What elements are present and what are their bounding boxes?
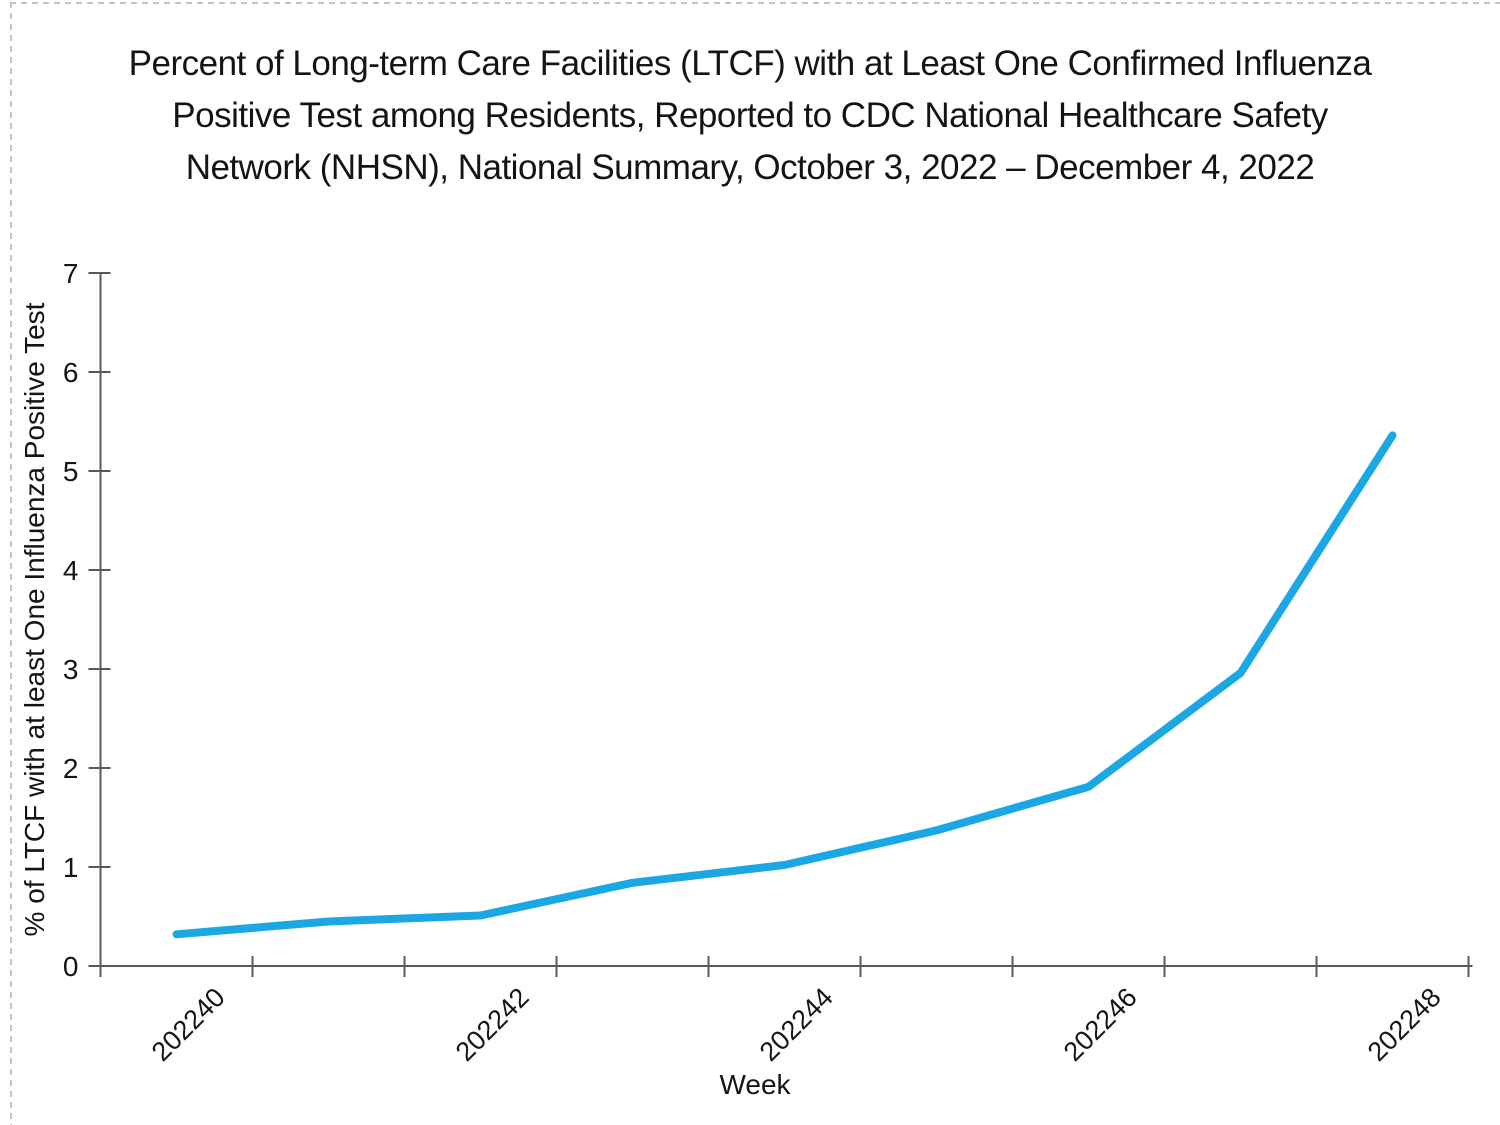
y-tick-label: 5 (63, 456, 79, 487)
x-tick-label: 202248 (1362, 982, 1447, 1067)
chart-title: Percent of Long-term Care Facilities (LT… (0, 38, 1500, 194)
influenza-series-line (172, 431, 1397, 939)
chart-title-line-1: Percent of Long-term Care Facilities (LT… (128, 44, 1372, 83)
x-tick-label: 202244 (754, 982, 839, 1067)
y-tick-label: 2 (63, 753, 79, 784)
y-tick-label: 6 (63, 357, 79, 388)
y-tick-label: 4 (63, 555, 79, 586)
slide-top-edge (10, 2, 1500, 4)
chart-title-line-3: Network (NHSN), National Summary, Octobe… (185, 148, 1315, 187)
y-tick-label: 7 (63, 258, 79, 289)
x-axis-title: Week (719, 1069, 791, 1100)
x-tick-label: 202240 (146, 982, 231, 1067)
y-tick-label: 1 (63, 852, 79, 883)
y-axis-title: % of LTCF with at least One Influenza Po… (19, 302, 50, 936)
y-tick-label: 0 (63, 951, 79, 982)
slide-left-edge (10, 2, 12, 1125)
y-tick-label: 3 (63, 654, 79, 685)
chart-title-line-2: Positive Test among Residents, Reported … (172, 96, 1328, 135)
x-tick-label: 202242 (450, 982, 535, 1067)
line-chart: 0 1 2 3 4 5 6 7 202240 202242 202244 202246 202248 % … (19, 258, 1473, 1100)
x-tick-label: 202246 (1058, 982, 1143, 1067)
